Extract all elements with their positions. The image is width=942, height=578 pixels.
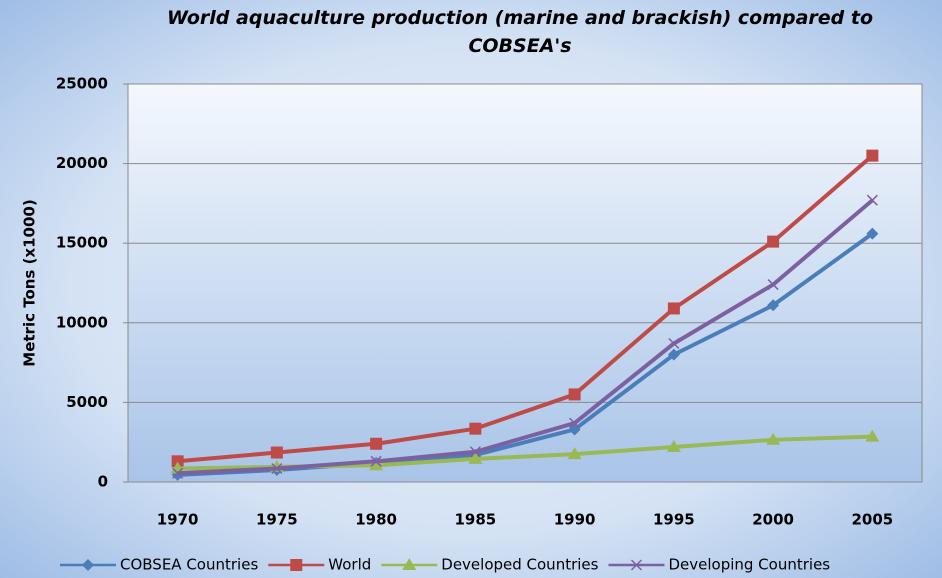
marker (370, 455, 382, 467)
marker (468, 451, 483, 464)
marker (82, 559, 94, 571)
marker (568, 388, 581, 401)
marker (767, 279, 779, 291)
marker (767, 299, 780, 312)
x-tick-label: 1995 (653, 511, 695, 529)
marker (290, 559, 303, 571)
marker (666, 439, 681, 452)
x-tick-label: 1985 (455, 511, 497, 529)
y-tick-label: 15000 (56, 234, 108, 252)
marker (866, 227, 879, 240)
marker (667, 348, 680, 361)
marker (469, 422, 482, 435)
marker (469, 446, 481, 458)
marker (866, 194, 878, 206)
y-axis-label: Metric Tons (x1000) (21, 199, 39, 366)
y-tick-label: 10000 (56, 313, 108, 331)
legend-label: Developed Countries (441, 556, 598, 574)
x-tick-label: 1970 (157, 511, 199, 529)
series-line (177, 198, 874, 476)
marker (369, 458, 384, 471)
marker (630, 559, 642, 571)
x-tick-label: 1980 (355, 511, 397, 529)
series-line (177, 154, 874, 464)
marker (402, 558, 417, 570)
x-tick-label: 1990 (554, 511, 596, 529)
y-tick-label: 25000 (56, 75, 108, 93)
y-tick-label: 20000 (56, 154, 108, 172)
chart-title: World aquaculture production (marine and… (166, 7, 874, 57)
y-tick-label: 5000 (66, 393, 108, 411)
marker (865, 429, 880, 442)
marker (172, 467, 184, 479)
marker (667, 302, 680, 315)
legend-label: World (328, 556, 371, 574)
marker (370, 437, 383, 450)
plot-area (127, 83, 923, 483)
marker (271, 462, 283, 474)
marker (766, 432, 781, 445)
marker (567, 447, 582, 460)
marker (866, 149, 879, 162)
x-tick-label: 2005 (852, 511, 894, 529)
marker (270, 446, 283, 459)
marker (767, 235, 780, 248)
y-tick-label: 0 (98, 473, 108, 491)
x-tick-label: 1975 (256, 511, 298, 529)
legend-label: Developing Countries (668, 556, 830, 574)
marker (668, 337, 680, 350)
marker (171, 455, 184, 468)
x-tick-label: 2000 (752, 511, 794, 529)
marker (569, 417, 581, 429)
legend-label: COBSEA Countries (120, 556, 258, 574)
